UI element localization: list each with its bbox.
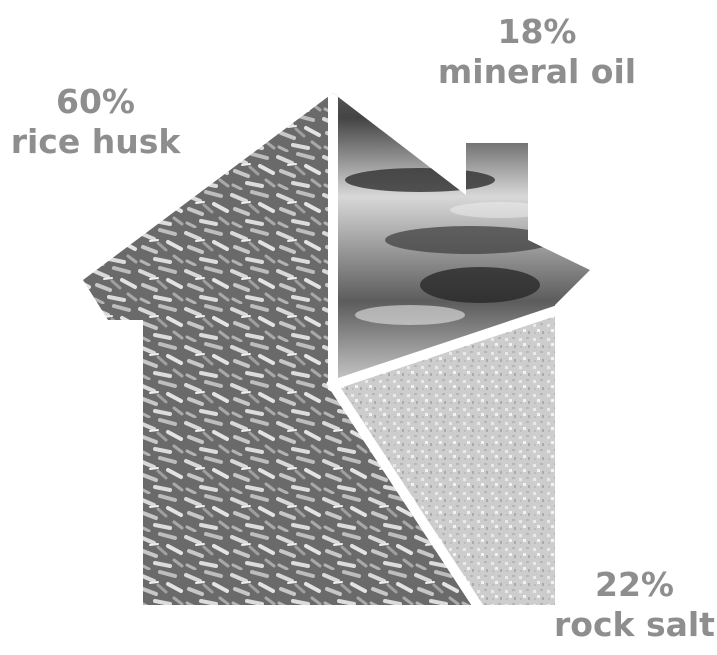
label-rock-salt-percent: 22% <box>595 565 674 604</box>
label-mineral-oil-name: mineral oil <box>437 52 637 91</box>
label-mineral-oil: 18% mineral oil <box>432 12 642 92</box>
label-rock-salt-name: rock salt <box>554 605 715 644</box>
label-mineral-oil-percent: 18% <box>497 12 577 51</box>
slice-separators <box>326 93 590 605</box>
label-rice-husk-name: rice husk <box>10 122 181 161</box>
label-rice-husk: 60% rice husk <box>8 82 183 162</box>
label-rock-salt: 22% rock salt <box>552 565 717 645</box>
label-rice-husk-percent: 60% <box>56 82 135 121</box>
